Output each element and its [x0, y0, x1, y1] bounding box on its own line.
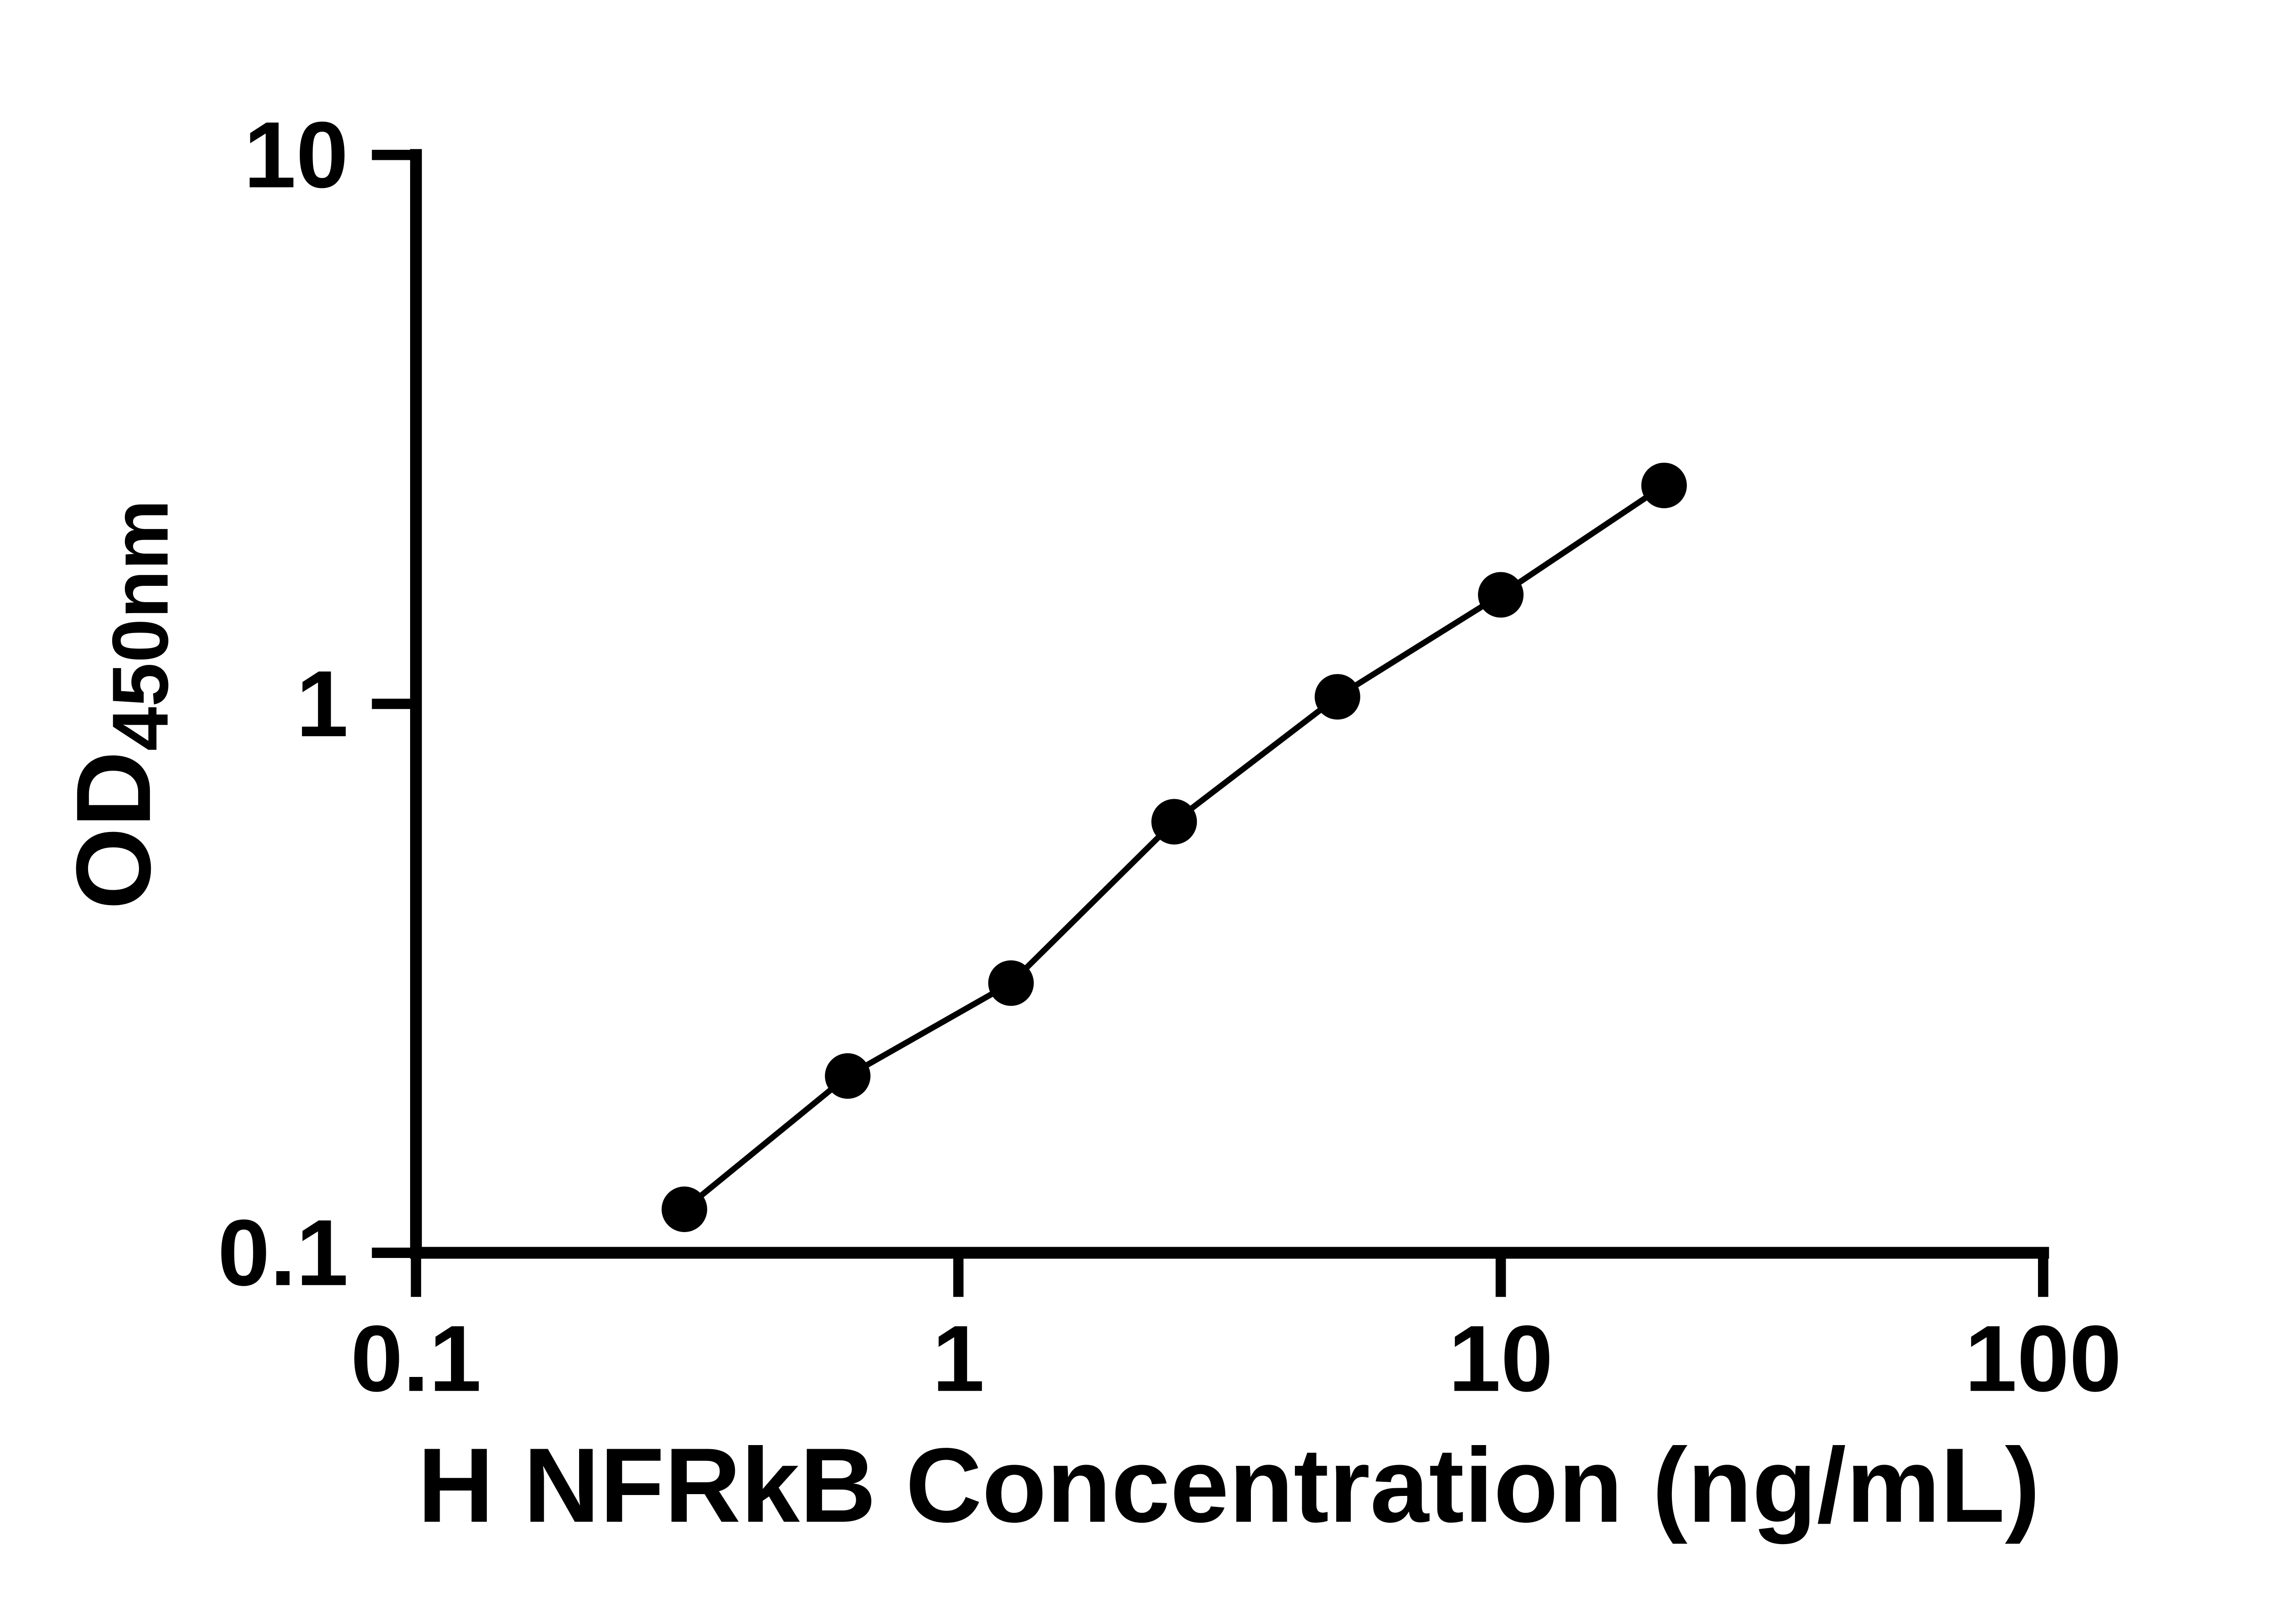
- y-axis-title-sub: 450nm: [96, 500, 185, 751]
- data-point: [1641, 463, 1687, 509]
- data-point: [988, 960, 1034, 1006]
- data-point: [1151, 799, 1197, 845]
- y-axis-title: OD450nm: [55, 500, 185, 910]
- data-point: [661, 1186, 707, 1233]
- x-tick-label: 100: [1965, 1306, 2122, 1411]
- x-tick-label: 10: [1448, 1306, 1553, 1411]
- x-axis-title: H NFRkB Concentration (ng/mL): [417, 1426, 2040, 1545]
- standard-curve-chart: 0.1 1 10 100 0.1 1 10 H NFRkB Concentration (n…: [55, 103, 2122, 1545]
- x-tick-label: 1: [932, 1306, 984, 1411]
- x-tick-label: 0.1: [351, 1306, 481, 1411]
- data-point: [1314, 674, 1360, 720]
- y-tick-label: 10: [244, 103, 348, 208]
- axes: 0.1 1 10 100 0.1 1 10: [218, 103, 2122, 1411]
- y-tick-label: 1: [296, 651, 348, 756]
- data-series: [661, 463, 1687, 1233]
- data-point: [825, 1053, 871, 1099]
- y-tick-label: 0.1: [218, 1200, 348, 1305]
- y-axis-title-main: OD: [55, 751, 173, 910]
- data-point: [1478, 572, 1524, 618]
